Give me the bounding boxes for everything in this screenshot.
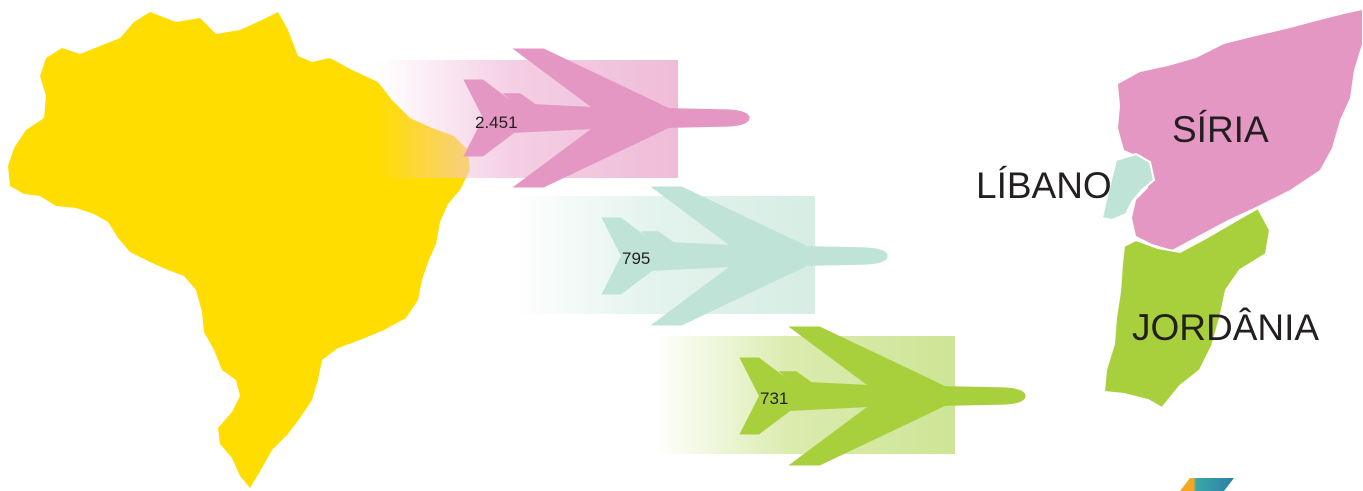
flow-value-lebanon: 795 [622, 249, 650, 268]
lebanon-label: LÍBANO [976, 165, 1112, 206]
syria-region [1118, 10, 1362, 250]
lebanon-region [1100, 152, 1156, 222]
jordan-region [1102, 206, 1272, 410]
flow-value-syria: 2.451 [475, 113, 518, 132]
syria-label: SÍRIA [1172, 109, 1269, 150]
jordan-label: JORDÂNIA [1132, 307, 1319, 348]
middle-east-map: SÍRIA LÍBANO JORDÂNIA [976, 10, 1362, 410]
logo-mark [1180, 478, 1234, 491]
flow-value-jordan: 731 [760, 389, 788, 408]
brazil-map [8, 12, 470, 488]
